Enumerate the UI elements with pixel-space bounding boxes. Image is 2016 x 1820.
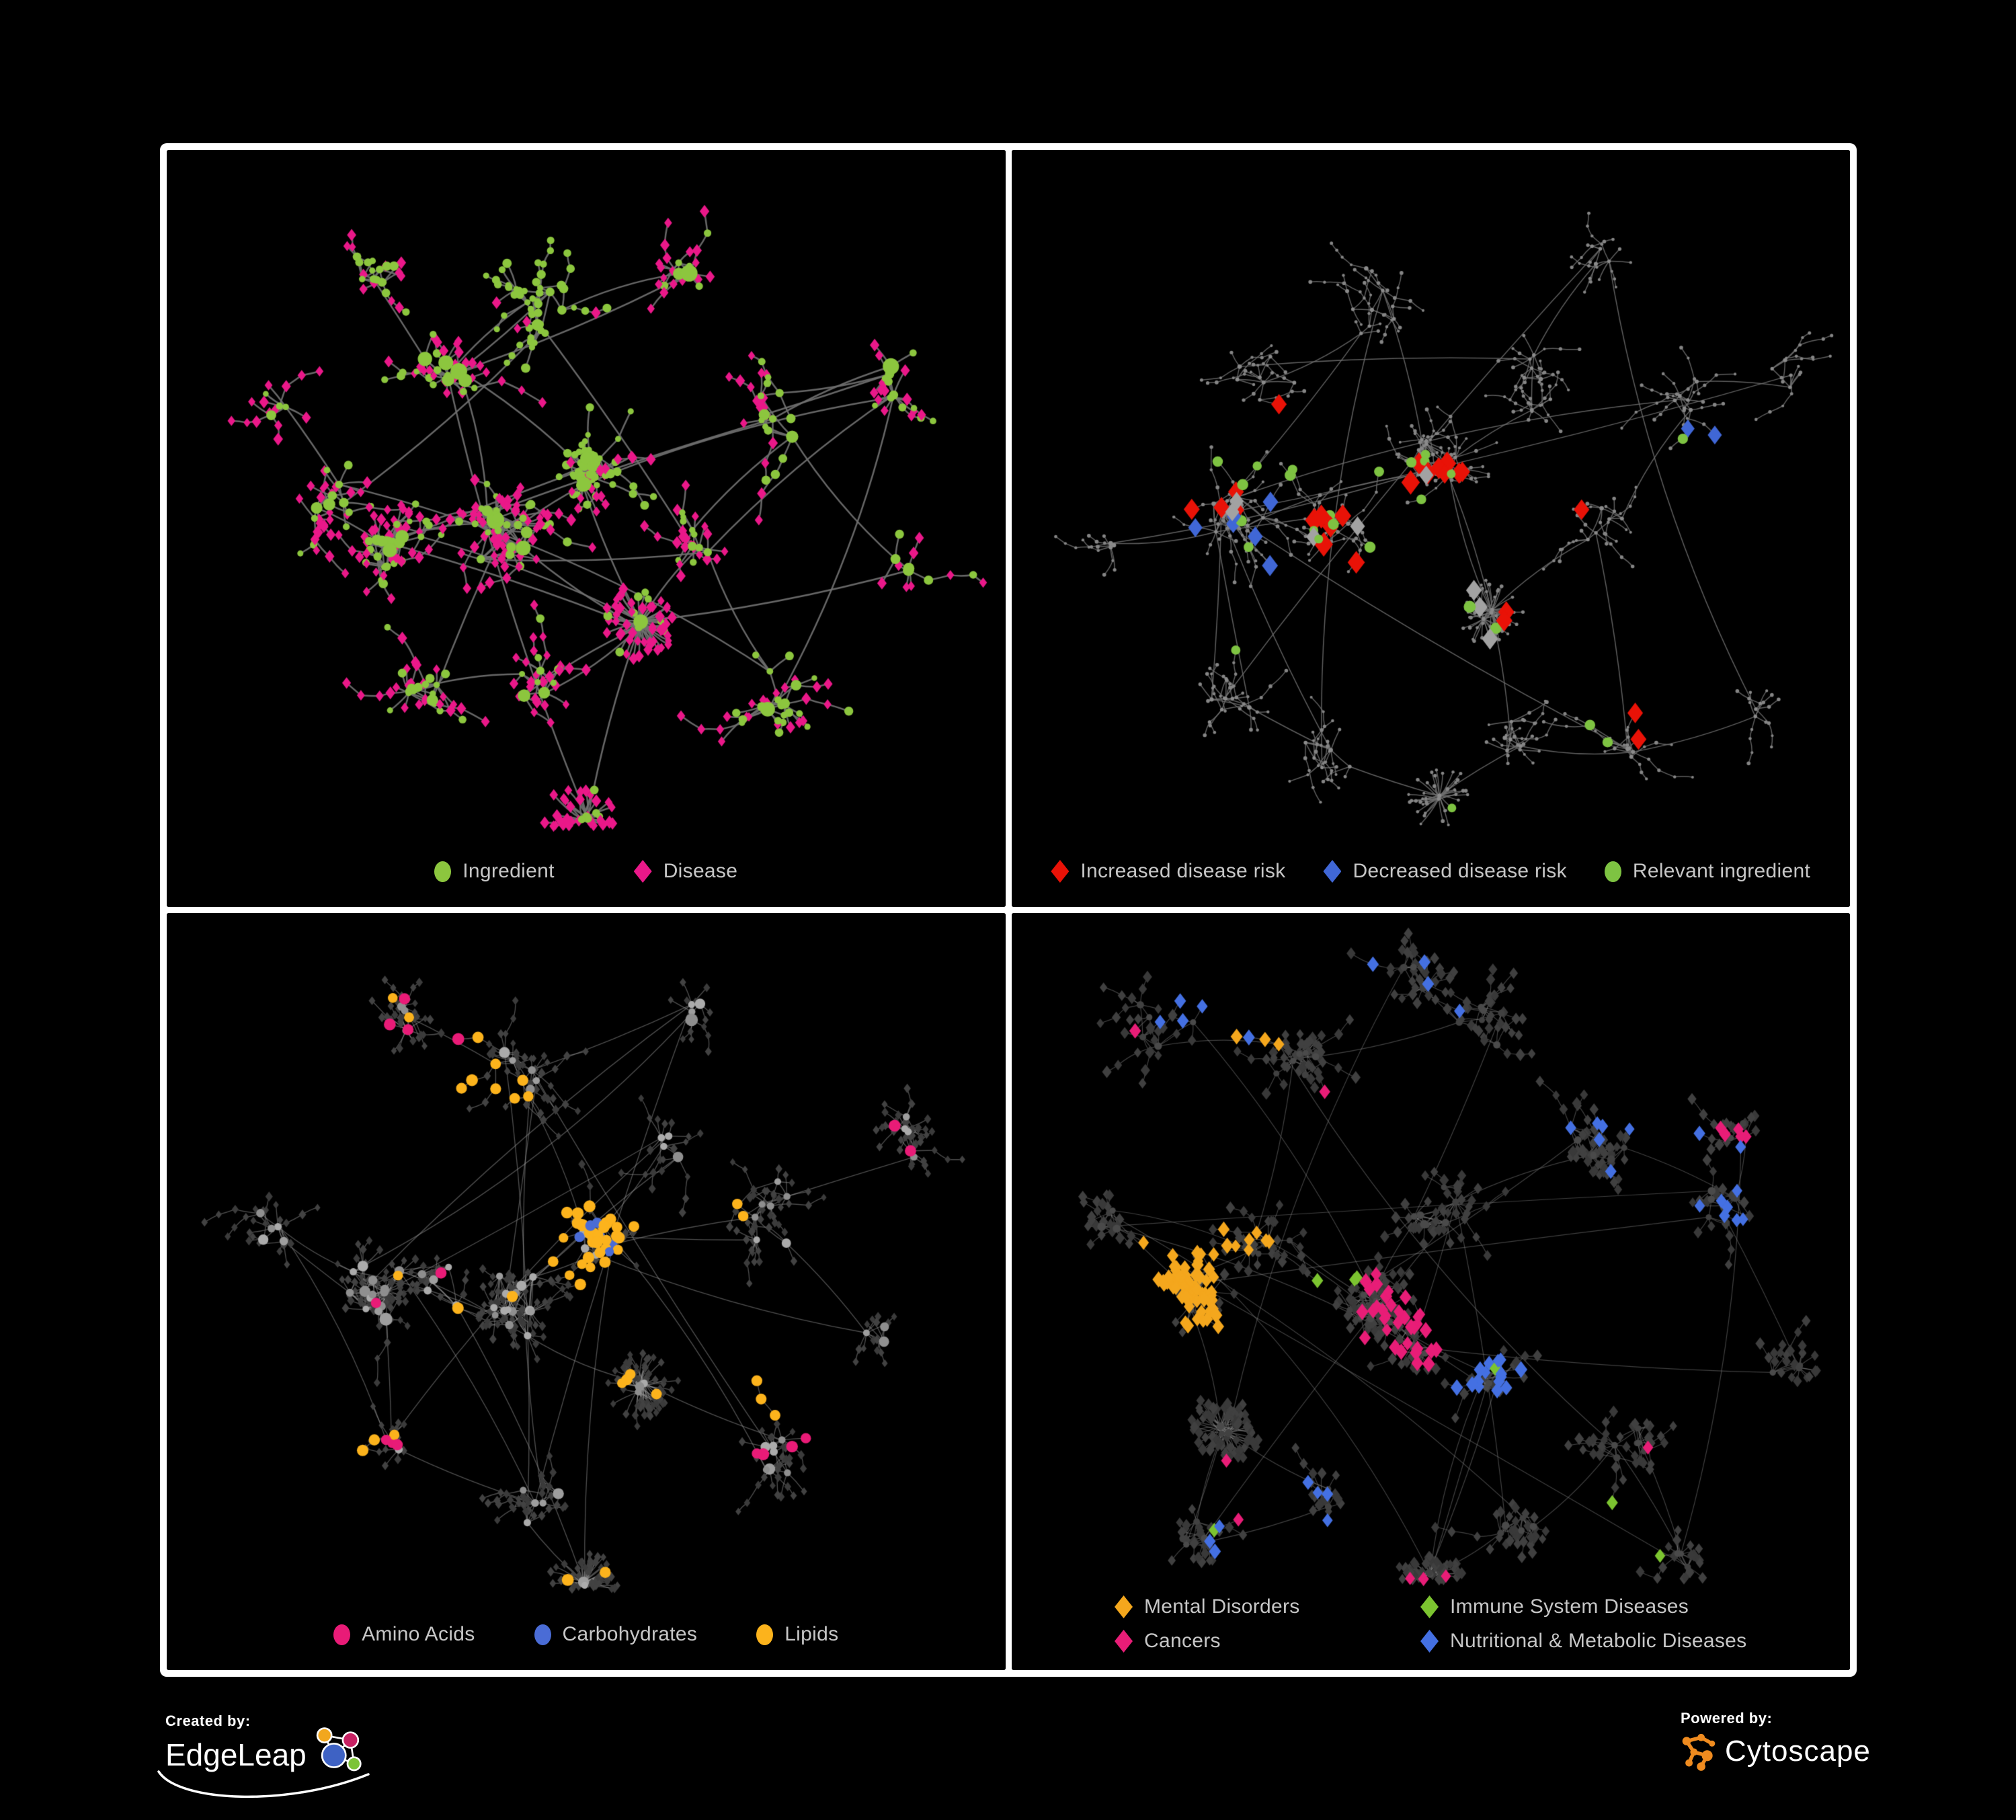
- panel-ingredient-disease: Ingredient Disease: [167, 150, 1006, 907]
- legend-circle-swatch: [434, 861, 452, 882]
- edgeleap-network-icon: [316, 1727, 362, 1772]
- legend-label: Carbohydrates: [562, 1623, 698, 1645]
- edgeleap-wordmark: EdgeLeap: [165, 1737, 307, 1772]
- cytoscape-logo: Cytoscape: [1681, 1731, 1871, 1772]
- created-by-label: Created by:: [165, 1712, 251, 1729]
- legend-diamond-swatch: [1115, 1595, 1133, 1618]
- legend-ingredient-disease: Ingredient Disease: [167, 860, 1006, 883]
- powered-by-label: Powered by:: [1681, 1710, 1773, 1727]
- legend-item-nutritional-metabolic-diseases: Nutritional & Metabolic Diseases: [1420, 1630, 1746, 1653]
- network-canvas-macronutrients: [167, 913, 1006, 1670]
- legend-item-immune-system-diseases: Immune System Diseases: [1420, 1595, 1746, 1618]
- network-canvas-disease-risk: [1011, 150, 1850, 907]
- legend-diamond-swatch: [1115, 1630, 1133, 1653]
- legend-item-increased-disease-risk: Increased disease risk: [1051, 860, 1285, 883]
- network-canvas-ingredient-disease: [167, 150, 1006, 907]
- legend-circle-swatch: [756, 1624, 774, 1645]
- legend-label: Relevant ingredient: [1632, 860, 1811, 882]
- edgeleap-logo: EdgeLeap: [157, 1727, 370, 1798]
- panel-disease-risk: Increased disease risk Decreased disease …: [1011, 150, 1851, 907]
- legend-disease-risk: Increased disease risk Decreased disease …: [1012, 860, 1851, 883]
- legend-circle-swatch: [1604, 861, 1621, 882]
- legend-diamond-swatch: [633, 860, 652, 883]
- created-by-block: Created by: EdgeLeap: [157, 1712, 370, 1798]
- legend-label: Amino Acids: [362, 1623, 475, 1645]
- legend-macronutrients: Amino Acids Carbohydrates Lipids: [167, 1623, 1006, 1646]
- legend-item-disease: Disease: [633, 860, 738, 883]
- legend-label: Ingredient: [462, 860, 555, 882]
- legend-diamond-swatch: [1051, 860, 1070, 883]
- powered-by-block: Powered by:: [1681, 1710, 1871, 1772]
- legend-label: Increased disease risk: [1080, 860, 1286, 882]
- legend-item-mental-disorders: Mental Disorders: [1115, 1595, 1420, 1618]
- legend-label: Disease: [663, 860, 738, 882]
- legend-label: Immune System Diseases: [1450, 1595, 1689, 1618]
- legend-diamond-swatch: [1420, 1595, 1439, 1618]
- legend-item-carbohydrates: Carbohydrates: [534, 1623, 698, 1646]
- panel-macronutrients: Amino Acids Carbohydrates Lipids: [167, 913, 1006, 1670]
- legend-item-ingredient: Ingredient: [434, 860, 554, 883]
- legend-label: Nutritional & Metabolic Diseases: [1450, 1630, 1747, 1652]
- legend-label: Cancers: [1144, 1630, 1221, 1652]
- network-canvas-disease-categories: [1011, 913, 1850, 1670]
- legend-item-relevant-ingredient: Relevant ingredient: [1604, 860, 1811, 883]
- cytoscape-network-icon: [1682, 1733, 1716, 1771]
- legend-circle-swatch: [333, 1624, 351, 1645]
- legend-label: Lipids: [784, 1623, 839, 1645]
- legend-diamond-swatch: [1420, 1630, 1439, 1653]
- legend-item-decreased-disease-risk: Decreased disease risk: [1323, 860, 1567, 883]
- panel-disease-categories: Mental Disorders Immune System Diseases Ca…: [1011, 913, 1851, 1670]
- legend-disease-categories: Mental Disorders Immune System Diseases Ca…: [1012, 1595, 1851, 1653]
- cytoscape-wordmark: Cytoscape: [1725, 1735, 1871, 1768]
- legend-label: Decreased disease risk: [1353, 860, 1567, 882]
- legend-label: Mental Disorders: [1144, 1595, 1300, 1618]
- legend-circle-swatch: [534, 1624, 551, 1645]
- legend-item-lipids: Lipids: [756, 1623, 838, 1646]
- panel-grid: Ingredient Disease Increased disease risk…: [160, 143, 1857, 1677]
- legend-item-cancers: Cancers: [1115, 1630, 1420, 1653]
- legend-diamond-swatch: [1323, 860, 1342, 883]
- legend-item-amino-acids: Amino Acids: [333, 1623, 475, 1646]
